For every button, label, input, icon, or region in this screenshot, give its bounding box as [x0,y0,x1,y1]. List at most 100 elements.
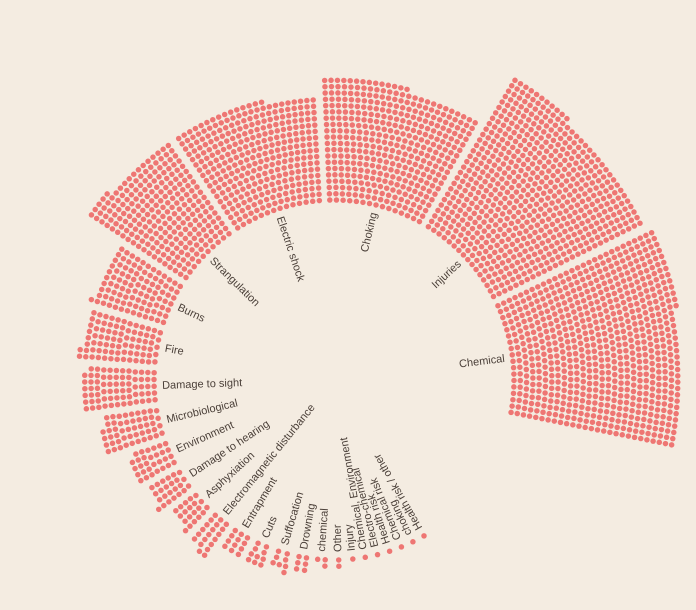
unit-dot [671,429,677,436]
unit-dot [432,177,439,183]
unit-dot [105,287,111,293]
unit-dot [636,352,642,359]
unit-dot [103,442,110,448]
unit-dot [577,229,583,235]
unit-dot [430,155,436,161]
unit-dot [235,551,242,558]
unit-dot [120,300,127,306]
unit-dot [159,289,166,295]
unit-dot [382,178,388,184]
unit-dot [326,178,332,184]
unit-dot [304,97,310,104]
unit-dot [164,209,171,215]
unit-dot [145,359,152,365]
unit-dot [635,346,642,352]
unit-dot [577,242,584,249]
unit-dot [115,350,121,356]
unit-dot [155,337,162,343]
unit-dot [561,387,567,394]
unit-dot [560,194,567,200]
unit-dot [602,421,608,428]
unit-dot [240,221,247,228]
unit-dot [529,394,535,400]
unit-dot [610,346,616,352]
unit-dot [418,164,424,170]
unit-dot [634,243,640,250]
unit-dot [337,146,344,153]
unit-dot [171,495,177,501]
unit-dot [375,138,381,144]
unit-dot [210,526,216,533]
unit-dot [594,325,600,332]
unit-dot [309,198,316,205]
unit-dot [353,198,360,205]
unit-dot [519,223,525,229]
unit-dot [668,396,674,403]
unit-dot [264,210,271,216]
unit-dot [119,368,126,374]
unit-dot [288,157,294,163]
unit-dot [576,334,583,340]
unit-dot [166,224,173,231]
unit-dot [528,111,535,117]
unit-dot [483,213,490,219]
unit-dot [454,125,461,131]
unit-dot [161,169,167,176]
unit-dot [617,252,623,258]
unit-dot [244,191,250,197]
unit-dot [86,328,93,335]
unit-dot [268,149,275,155]
unit-dot [546,314,552,321]
unit-dot [528,126,534,133]
unit-dot [533,91,540,98]
unit-dot [625,255,632,261]
unit-dot [523,366,530,373]
unit-dot [142,187,148,193]
unit-dot [650,250,657,256]
unit-dot [480,255,487,262]
unit-dot [626,276,633,282]
unit-dot [530,217,537,223]
unit-dot [566,144,573,151]
unit-dot [152,290,158,296]
unit-dot [506,297,513,304]
unit-dot [406,159,413,165]
unit-dot [497,226,503,233]
unit-dot [542,370,549,377]
unit-dot [187,523,193,529]
unit-dot [191,500,198,507]
unit-dot [574,376,580,383]
unit-dot [426,202,432,208]
unit-dot [229,206,236,212]
unit-dot [594,299,600,305]
unit-dot [121,401,127,407]
unit-dot [144,376,151,383]
unit-dot [641,282,648,288]
unit-dot [543,245,549,252]
unit-dot [265,110,272,117]
unit-dot [550,112,556,118]
unit-dot [559,314,565,320]
unit-dot [511,153,517,159]
unit-dot [223,138,230,144]
unit-dot [418,137,425,143]
unit-dot [325,153,331,159]
unit-dot [218,141,224,147]
unit-dot [225,538,232,544]
unit-dot [615,335,621,342]
unit-dot [510,144,516,151]
unit-dot [187,222,194,228]
unit-dot [371,182,377,188]
unit-dot [626,240,632,247]
unit-dot [270,207,277,214]
unit-dot [483,239,490,246]
unit-dot [491,124,498,130]
unit-dot [435,185,441,192]
unit-dot [114,395,120,401]
unit-dot [508,220,515,227]
unit-dot [543,328,550,335]
unit-dot [661,349,667,356]
unit-dot [126,176,132,182]
unit-dot [155,284,161,291]
